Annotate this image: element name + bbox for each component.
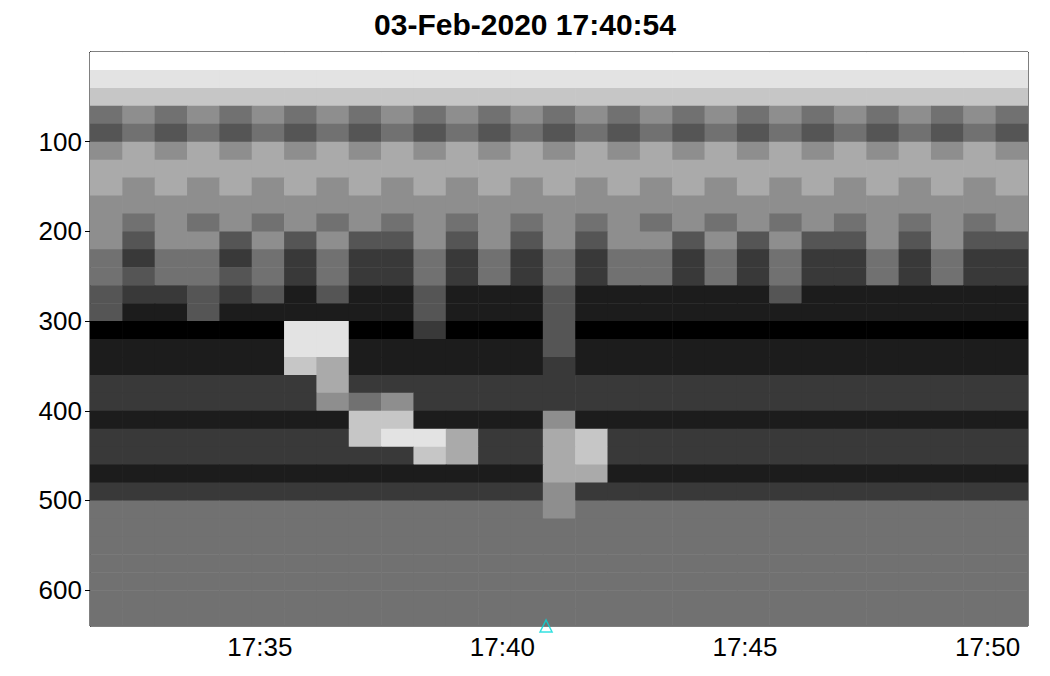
svg-text:17:35: 17:35 [227, 632, 292, 662]
svg-text:200: 200 [39, 216, 82, 246]
svg-text:300: 300 [39, 306, 82, 336]
svg-text:03-Feb-2020 17:40:54: 03-Feb-2020 17:40:54 [374, 8, 676, 41]
svg-text:17:45: 17:45 [712, 632, 777, 662]
svg-text:400: 400 [39, 396, 82, 426]
svg-text:17:40: 17:40 [470, 632, 535, 662]
svg-text:600: 600 [39, 575, 82, 605]
svg-text:17:50: 17:50 [955, 632, 1020, 662]
svg-text:500: 500 [39, 485, 82, 515]
svg-text:100: 100 [39, 127, 82, 157]
